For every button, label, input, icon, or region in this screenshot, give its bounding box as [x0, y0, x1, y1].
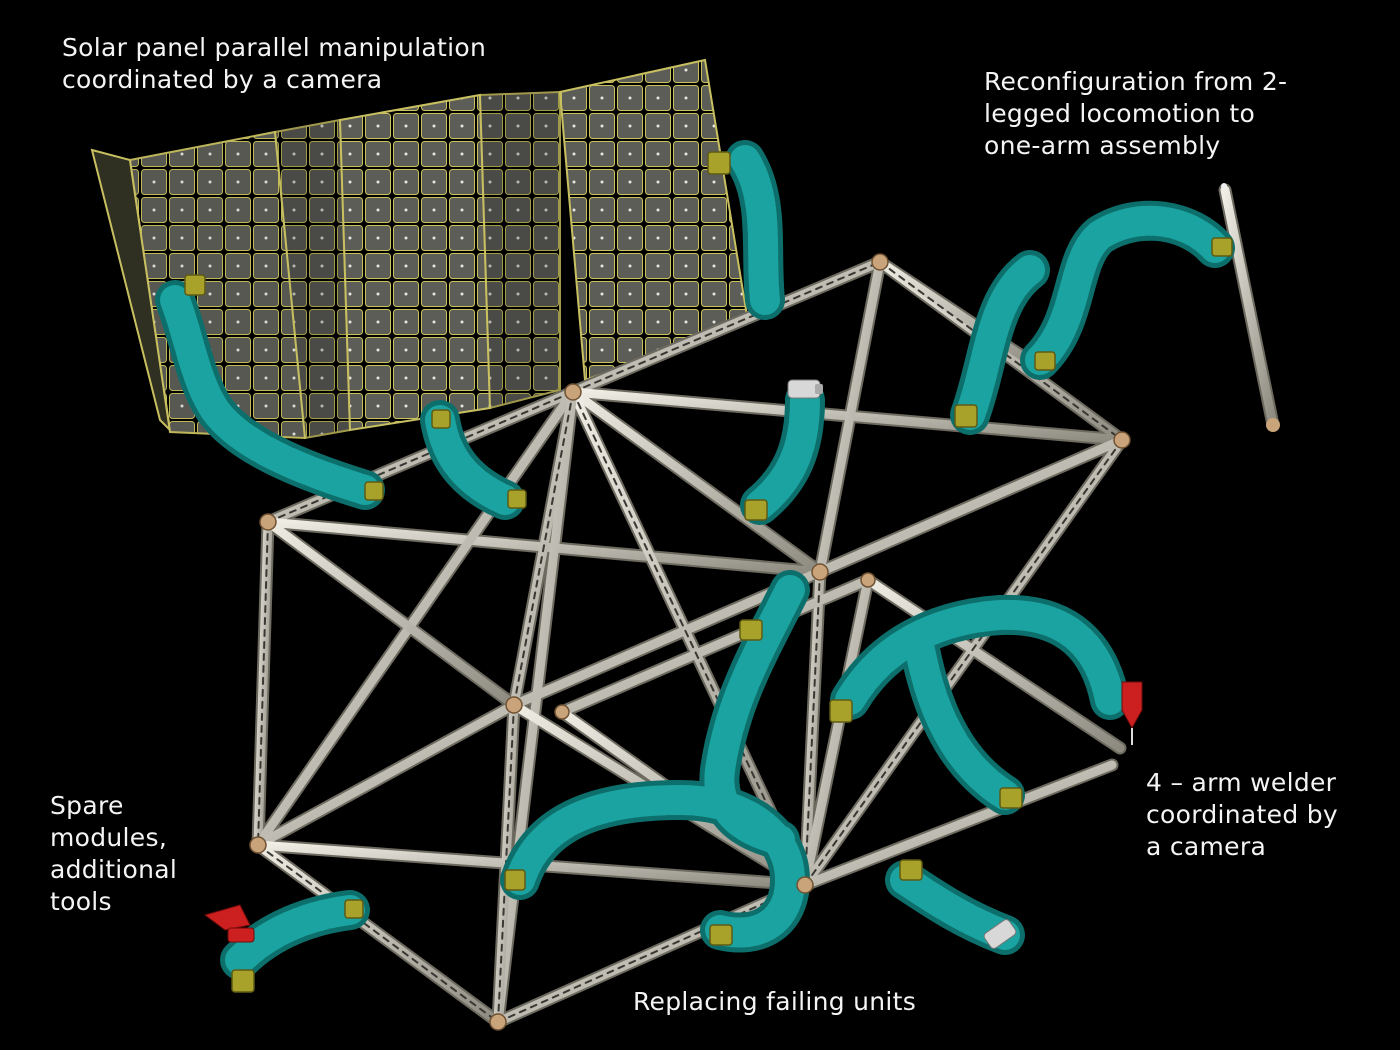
annotation-solar-panel: Solar panel parallel manipulation coordi… — [62, 32, 486, 96]
annotation-line: coordinated by — [1146, 800, 1339, 829]
annotation-line: Reconfiguration from 2- — [984, 67, 1288, 96]
annotation-reconfiguration: Reconfiguration from 2- legged locomotio… — [984, 66, 1287, 162]
annotation-line: legged locomotion to — [984, 99, 1256, 128]
annotation-line: additional — [50, 855, 178, 884]
annotation-line: coordinated by a camera — [62, 65, 383, 94]
annotation-line: Replacing failing units — [633, 987, 917, 1016]
annotation-line: Spare — [50, 791, 124, 820]
annotation-spare-modules: Spare modules, additional tools — [50, 790, 177, 918]
camera-icon — [983, 919, 1017, 949]
welder-tip-icon — [1121, 681, 1143, 745]
solar-panel — [90, 58, 750, 440]
annotation-line: Solar panel parallel manipulation — [62, 33, 487, 62]
free-strut — [1218, 183, 1280, 432]
connectors — [184, 151, 1233, 993]
spare-tool-icon — [203, 904, 255, 943]
truss-nodes — [249, 253, 1131, 1031]
annotation-line: one-arm assembly — [984, 131, 1221, 160]
modular-robot-arms — [155, 140, 1235, 980]
annotation-line: tools — [50, 887, 112, 916]
annotation-line: a camera — [1146, 832, 1267, 861]
annotation-line: 4 – arm welder — [1146, 768, 1337, 797]
annotation-line: modules, — [50, 823, 168, 852]
camera-icon — [787, 379, 823, 399]
annotation-welder: 4 – arm welder coordinated by a camera — [1146, 767, 1338, 863]
tools — [203, 379, 1143, 949]
annotation-replacing-units: Replacing failing units — [633, 986, 916, 1018]
